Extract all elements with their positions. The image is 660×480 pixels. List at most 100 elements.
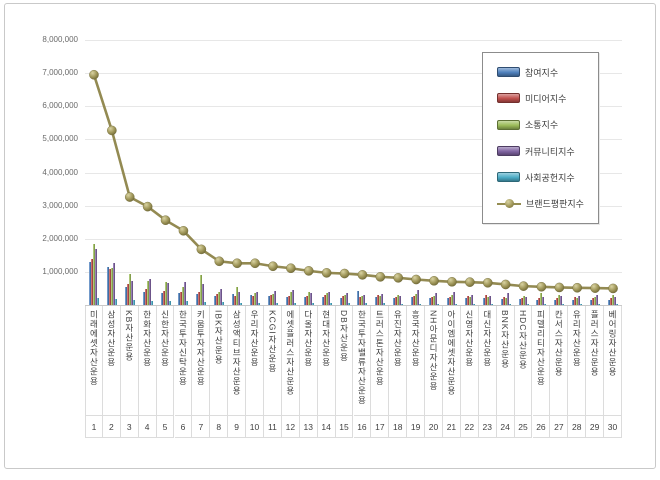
social-bar-rank-27 (562, 304, 565, 305)
gridline (85, 172, 622, 174)
social-bar-rank-9 (240, 302, 243, 305)
communication-bar-rank-28 (576, 297, 579, 305)
media-bar-rank-23 (484, 295, 487, 305)
participation-bar-rank-20 (429, 297, 432, 305)
media-bar-rank-21 (448, 297, 451, 305)
media-bar-rank-6 (180, 291, 183, 305)
community-bar-rank-16 (363, 295, 366, 305)
communication-bar-rank-16 (361, 295, 364, 305)
brand-line-marker-6 (178, 225, 189, 236)
communication-bar-rank-11 (271, 294, 274, 305)
communication-bar-rank-1 (92, 243, 95, 305)
community-bar-rank-3 (130, 280, 133, 305)
rank-label-10: 10 (246, 415, 264, 438)
communication-bar-rank-2 (110, 267, 113, 305)
community-bar-rank-8 (220, 289, 223, 305)
social-bar-rank-18 (401, 303, 404, 305)
participation-bar-rank-27 (554, 300, 557, 305)
rank-label-13: 13 (299, 415, 318, 438)
rank-label-4: 4 (138, 415, 157, 438)
brand-line-marker-16 (357, 270, 368, 280)
participation-bar-rank-21 (446, 298, 449, 305)
rank-label-28: 28 (568, 415, 587, 438)
y-axis-tick-label: 8,000,000 (42, 35, 78, 44)
brand-line-marker-18 (393, 273, 404, 283)
media-bar-rank-18 (395, 296, 398, 305)
communication-bar-rank-22 (468, 296, 471, 305)
participation-bar-rank-8 (214, 295, 217, 305)
rank-label-7: 7 (192, 415, 211, 438)
social-bar-rank-4 (150, 300, 153, 305)
category-label-text: 한화자산운용 (142, 310, 153, 367)
participation-bar-rank-5 (160, 292, 163, 305)
brand-line-marker-8 (214, 256, 225, 267)
community-bar-rank-12 (291, 290, 294, 305)
category-label-7: 키움투자자산운용 (192, 306, 211, 415)
community-bar-rank-1 (94, 248, 97, 305)
rank-label-15: 15 (335, 415, 354, 438)
category-label-3: KB자산운용 (121, 306, 139, 415)
social-bar-rank-8 (222, 302, 225, 305)
category-label-23: 대신자산운용 (479, 306, 497, 415)
social-bar-rank-14 (329, 303, 332, 305)
category-label-text: IBK자산운용 (213, 310, 224, 365)
category-label-text: 삼성자산운용 (106, 310, 117, 367)
brand-line-marker-21 (447, 277, 457, 287)
category-label-text: 유리자산운용 (571, 310, 582, 367)
community-bar-rank-9 (238, 292, 241, 305)
category-label-4: 한화자산운용 (139, 306, 157, 415)
social-bar-rank-5 (168, 301, 171, 305)
communication-bar-rank-3 (128, 273, 131, 305)
legend-item-media: 미디어지수 (497, 92, 598, 105)
social-bar-rank-12 (293, 303, 296, 305)
category-label-text: 미래에셋자산운용 (88, 310, 99, 386)
y-axis-tick-label: 5,000,000 (42, 134, 78, 144)
brand-line-marker-14 (321, 268, 332, 278)
communication-bar-rank-27 (558, 295, 561, 305)
community-bar-rank-14 (327, 292, 330, 305)
social-bar-rank-23 (490, 304, 493, 305)
community-bar-rank-4 (148, 279, 151, 305)
community-bar-rank-19 (417, 290, 420, 305)
brand-line-marker-9 (232, 258, 242, 269)
legend-item-brand: 브랜드평판지수 (497, 197, 598, 210)
y-axis-tick-label: 4,000,000 (42, 167, 78, 177)
rank-label-26: 26 (532, 415, 551, 438)
social-bar-rank-3 (132, 300, 135, 305)
community-bar-rank-10 (256, 291, 259, 305)
brand-line-marker-20 (429, 276, 439, 286)
community-bar-rank-27 (560, 295, 563, 305)
brand-legend-line-swatch (497, 199, 521, 209)
category-label-24: BNK자산운용 (497, 306, 515, 415)
media-bar-rank-11 (269, 295, 272, 305)
rank-label-18: 18 (389, 415, 408, 438)
legend-item-participation: 참여지수 (497, 66, 598, 79)
category-label-text: 베어링자산운용 (607, 310, 618, 377)
community-bar-rank-26 (542, 296, 545, 305)
rank-label-5: 5 (156, 415, 175, 438)
communication-bar-rank-10 (254, 293, 257, 305)
social-bar-rank-15 (347, 303, 350, 305)
gridline (85, 106, 622, 108)
media-bar-rank-10 (252, 295, 255, 305)
communication-bar-rank-24 (504, 297, 507, 305)
social-bar-rank-30 (616, 304, 619, 305)
participation-bar-rank-6 (178, 293, 181, 305)
community-bar-rank-15 (345, 293, 348, 305)
social-bar-rank-21 (454, 303, 457, 305)
gridline (85, 73, 622, 75)
community-bar-rank-2 (112, 262, 115, 305)
legend-label-communication: 소통지수 (525, 120, 559, 131)
category-label-text: 플러스자산운용 (589, 310, 600, 377)
brand-line-marker-1 (89, 69, 99, 80)
communication-legend-swatch (497, 119, 520, 130)
category-label-25: HDC자산운용 (515, 306, 533, 415)
category-label-9: 삼성액티브자산운용 (228, 306, 247, 415)
communication-bar-rank-21 (450, 295, 453, 305)
category-label-text: 삼성액티브자산운용 (231, 310, 242, 396)
category-label-13: 다올자산운용 (300, 306, 318, 415)
communication-bar-rank-12 (289, 292, 292, 305)
community-bar-rank-28 (578, 295, 581, 305)
brand-line-marker-2 (107, 125, 117, 136)
media-bar-rank-27 (556, 297, 559, 305)
